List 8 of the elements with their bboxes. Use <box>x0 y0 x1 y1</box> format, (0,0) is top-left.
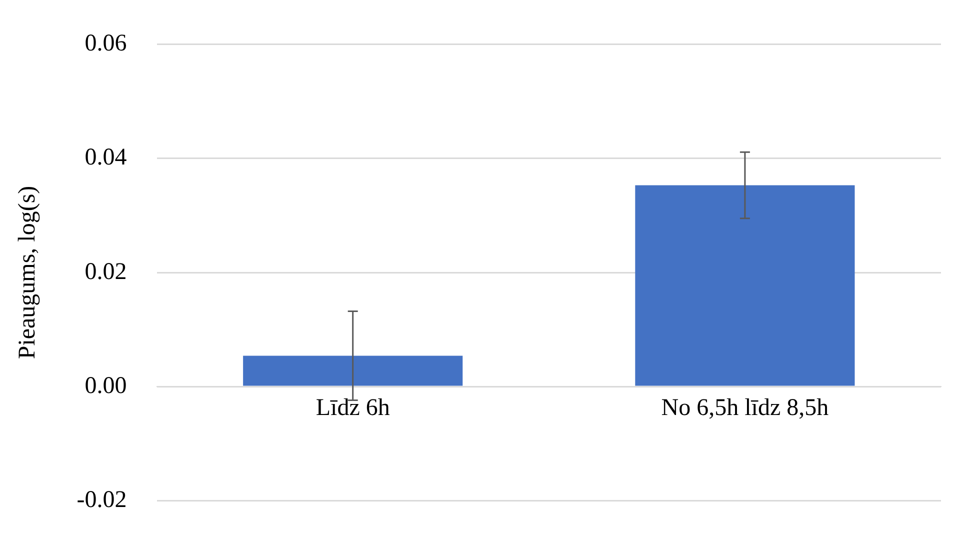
y-tick-label: 0.06 <box>84 30 127 57</box>
y-tick-label: 0.02 <box>84 258 127 285</box>
x-tick-label: Līdz 6h <box>316 395 390 422</box>
y-tick-label: 0.04 <box>84 144 127 171</box>
y-tick-label: 0.00 <box>84 372 127 399</box>
y-axis-title: Pieaugums, log(s) <box>14 186 41 360</box>
y-tick-label: -0.02 <box>76 486 127 513</box>
x-tick-label: No 6,5h līdz 8,5h <box>661 395 829 422</box>
